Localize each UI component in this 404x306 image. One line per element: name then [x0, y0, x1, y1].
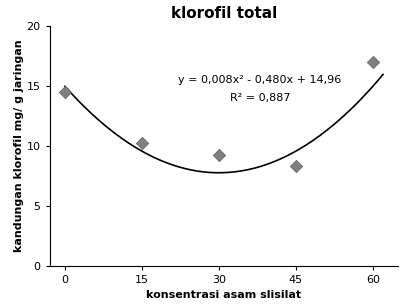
Y-axis label: kandungan klorofil mg/ g jaringan: kandungan klorofil mg/ g jaringan [14, 39, 24, 252]
Point [370, 59, 376, 64]
Point [292, 164, 299, 169]
Point [216, 153, 222, 158]
Point [139, 141, 145, 146]
X-axis label: konsentrasi asam slisilat: konsentrasi asam slisilat [146, 290, 301, 300]
Text: y = 0,008x² - 0,480x + 14,96: y = 0,008x² - 0,480x + 14,96 [178, 75, 341, 85]
Point [62, 89, 68, 94]
Text: R² = 0,887: R² = 0,887 [229, 93, 290, 103]
Title: klorofil total: klorofil total [171, 6, 277, 21]
